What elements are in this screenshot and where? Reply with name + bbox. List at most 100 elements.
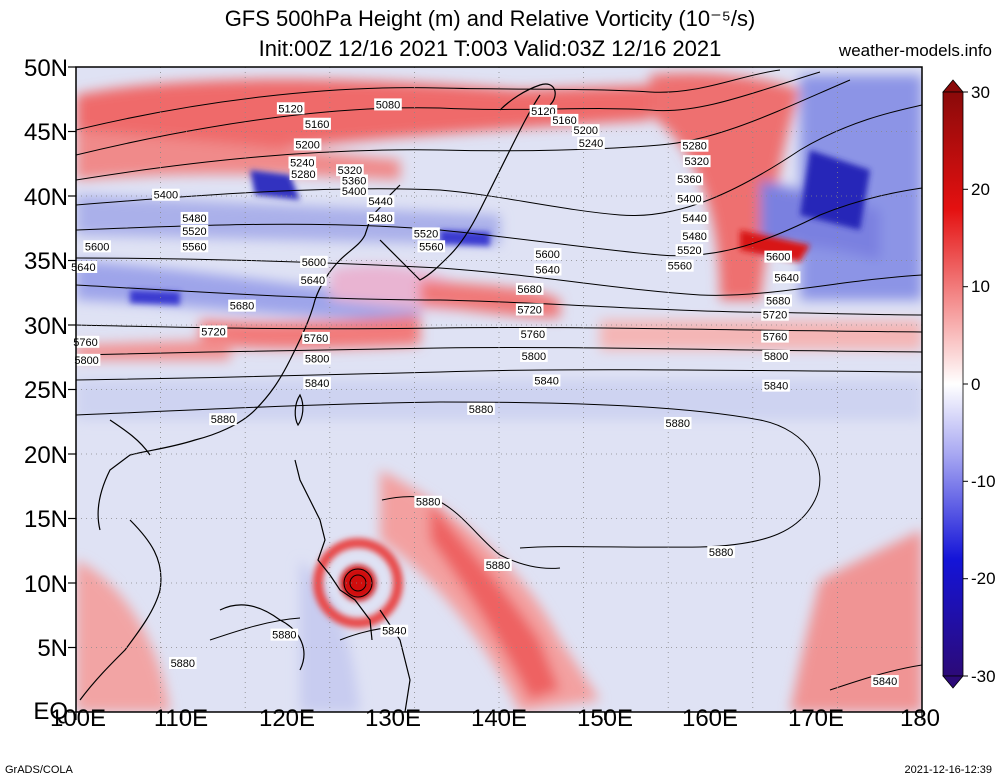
contour-label-bg bbox=[680, 211, 709, 224]
contour-label-bg bbox=[366, 211, 395, 224]
contour-label: 5600 bbox=[766, 252, 790, 264]
contour-label-bg bbox=[532, 374, 561, 387]
contour-label: 5840 bbox=[382, 626, 406, 638]
contour-label: 5880 bbox=[665, 418, 689, 430]
contour-label-bg bbox=[374, 98, 402, 111]
coastlines bbox=[79, 83, 556, 712]
colorbar-label: -30 bbox=[971, 667, 996, 686]
contour-label-bg bbox=[412, 227, 440, 240]
colorbar-max-arrow bbox=[942, 79, 964, 93]
lat-label: 15N bbox=[23, 506, 68, 533]
contour-label: 5880 bbox=[211, 414, 235, 426]
contour-label-bg bbox=[270, 628, 299, 641]
contour-label: 5840 bbox=[305, 378, 329, 390]
contour-label-bg bbox=[340, 184, 368, 197]
contour-label-bg bbox=[366, 195, 395, 208]
contour-label: 5640 bbox=[774, 272, 798, 284]
contour-label-bg bbox=[71, 335, 100, 348]
render-timestamp: 2021-12-16-12:39 bbox=[904, 764, 992, 776]
colorbar-label: -10 bbox=[971, 472, 996, 491]
lat-label: 20N bbox=[23, 442, 68, 469]
lon-label: 150E bbox=[576, 705, 634, 732]
colorbar-label: 10 bbox=[971, 277, 990, 296]
contour-label: 5640 bbox=[535, 265, 559, 277]
contour-label-bg bbox=[83, 240, 111, 253]
colorbar-label: 20 bbox=[971, 180, 990, 199]
contour-label: 5400 bbox=[154, 190, 178, 202]
lat-label: 45N bbox=[23, 119, 68, 146]
contour-label: 5760 bbox=[763, 332, 787, 344]
contour-label: 5640 bbox=[301, 275, 325, 287]
contour-label: 5160 bbox=[552, 115, 576, 127]
contour-label-bg bbox=[293, 138, 322, 151]
contour-label: 5320 bbox=[338, 165, 362, 177]
contour-label: 5080 bbox=[376, 99, 400, 111]
contour-label-bg bbox=[299, 273, 327, 286]
contour-label: 5480 bbox=[682, 231, 706, 243]
contour-label-bg bbox=[380, 624, 409, 637]
contour-label: 5520 bbox=[182, 226, 206, 238]
contour-label: 5760 bbox=[304, 333, 328, 345]
contour-label-bg bbox=[533, 248, 562, 261]
contour-label: 5200 bbox=[573, 125, 597, 137]
contour-label: 5760 bbox=[521, 329, 545, 341]
contour-label: 5880 bbox=[171, 658, 195, 670]
contour-label-bg bbox=[288, 156, 317, 169]
contour-label-bg bbox=[336, 164, 364, 177]
site-credit: weather-models.info bbox=[838, 41, 992, 60]
contour-label-bg bbox=[228, 299, 256, 312]
contour-label-bg bbox=[666, 259, 694, 272]
contour-label: 5520 bbox=[414, 228, 438, 240]
contour-label-bg bbox=[303, 352, 331, 365]
contour-label: 5840 bbox=[534, 375, 558, 387]
contour-label: 5600 bbox=[85, 241, 109, 253]
lon-label: 140E bbox=[470, 705, 528, 732]
contour-label: 5640 bbox=[71, 262, 95, 274]
colorbar-label: 0 bbox=[971, 375, 981, 394]
contour-label-bg bbox=[680, 229, 709, 242]
contour-label-bg bbox=[762, 379, 790, 392]
contour-label-bg bbox=[520, 349, 548, 362]
lon-label: 180 bbox=[899, 705, 941, 732]
contour-label-bg bbox=[302, 331, 330, 344]
contour-label: 5880 bbox=[469, 404, 493, 416]
contour-label: 5800 bbox=[305, 354, 329, 366]
contour-label: 5240 bbox=[290, 157, 314, 169]
contour-label-bg bbox=[515, 303, 544, 316]
contour-label: 5440 bbox=[368, 196, 392, 208]
contour-label: 5600 bbox=[535, 249, 559, 261]
contour-label: 5880 bbox=[416, 497, 440, 509]
contour-label-bg bbox=[289, 168, 318, 181]
contour-label: 5480 bbox=[182, 213, 206, 225]
contour-label: 5840 bbox=[764, 381, 788, 393]
contour-label-bg bbox=[772, 271, 801, 284]
axis-ticks bbox=[68, 66, 923, 720]
contour-label-bg bbox=[764, 250, 792, 263]
contour-label-bg bbox=[550, 113, 579, 126]
contour-label: 5400 bbox=[342, 186, 366, 198]
lat-label: EQ bbox=[33, 698, 68, 725]
colorbar-label: -20 bbox=[971, 569, 996, 588]
contour-label-bg bbox=[675, 173, 704, 186]
contour-label-bg bbox=[577, 137, 605, 150]
contour-label-bg bbox=[663, 417, 692, 430]
contour-label-bg bbox=[209, 413, 237, 426]
contour-label-bg bbox=[761, 330, 789, 343]
contour-label-bg bbox=[519, 328, 547, 341]
colorbar-min-arrow bbox=[942, 675, 964, 689]
lat-label: 10N bbox=[23, 571, 68, 598]
height-contours bbox=[76, 69, 922, 691]
contour-label-bg bbox=[675, 244, 704, 257]
contour-label-bg bbox=[152, 188, 180, 201]
lon-label: 130E bbox=[364, 705, 422, 732]
contour-label: 5880 bbox=[272, 630, 296, 642]
lat-label: 40N bbox=[23, 184, 68, 211]
contour-label: 5200 bbox=[295, 139, 319, 151]
contour-label-bg bbox=[180, 240, 209, 253]
contour-label: 5720 bbox=[517, 305, 541, 317]
contour-label: 5240 bbox=[579, 138, 603, 150]
contour-label: 5320 bbox=[685, 156, 709, 168]
lat-label: 25N bbox=[23, 377, 68, 404]
